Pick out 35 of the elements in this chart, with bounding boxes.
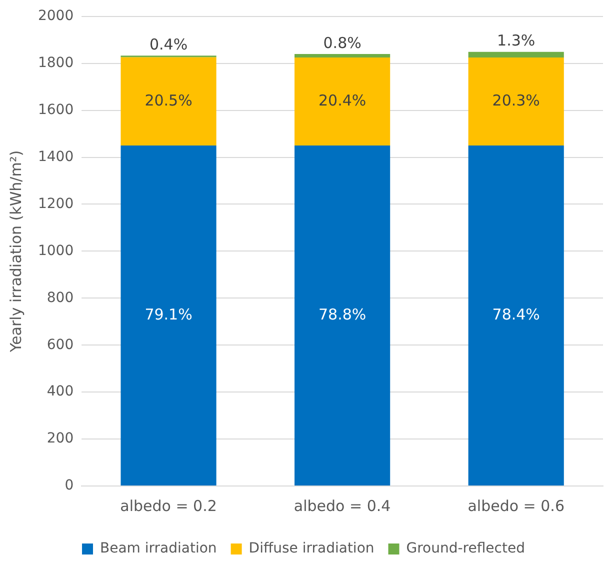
bar [468, 57, 564, 146]
bar [294, 54, 390, 58]
y-tick-label: 600 [46, 336, 74, 353]
bar [120, 57, 216, 146]
bar [468, 146, 564, 486]
y-tick-label: 1200 [38, 196, 74, 212]
annotation: 20.3% [492, 91, 540, 110]
y-tick-label: 1000 [38, 242, 74, 259]
x-tick-label: albedo = 0.6 [468, 496, 564, 515]
legend-label: Diffuse irradiation [248, 540, 374, 557]
x-tick-label: albedo = 0.4 [294, 496, 391, 515]
annotation: 78.8% [318, 306, 366, 324]
y-tick-label: 1600 [38, 102, 74, 118]
annotation: 0.4% [149, 36, 188, 54]
annotation: 1.3% [497, 32, 536, 50]
bar [294, 57, 390, 146]
y-tick-label: 400 [46, 384, 74, 400]
y-tick-label: 800 [46, 290, 74, 306]
bar [120, 146, 216, 486]
legend-label: Beam irradiation [100, 540, 217, 557]
y-tick-label: 200 [46, 430, 74, 447]
legend-label: Ground-reflected [406, 540, 525, 557]
y-tick-label: 1400 [38, 148, 74, 165]
y-tick-label: 1800 [38, 55, 74, 71]
bar [468, 52, 564, 58]
annotation: 20.5% [144, 91, 192, 110]
annotation: 79.1% [144, 306, 192, 324]
y-axis-title: Yearly irradiation (kWh/m²) [6, 150, 25, 354]
y-tick-label: 2000 [38, 8, 74, 24]
x-tick-label: albedo = 0.2 [120, 496, 217, 515]
y-tick-label: 0 [64, 478, 74, 494]
annotation: 0.8% [323, 34, 362, 52]
annotation: 78.4% [492, 306, 540, 324]
bar [294, 146, 390, 486]
annotation: 20.4% [318, 91, 366, 110]
